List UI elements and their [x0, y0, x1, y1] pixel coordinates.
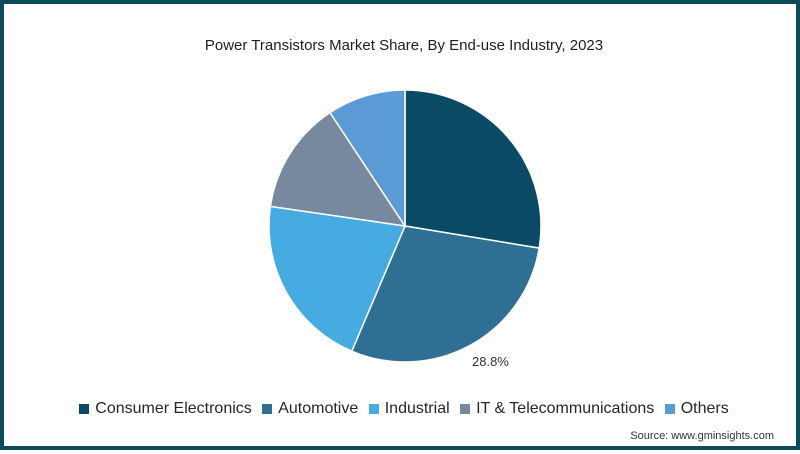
legend-swatch-icon: [79, 404, 90, 414]
legend-swatch-icon: [368, 404, 379, 414]
pie-slice-consumer-electronics: [404, 89, 542, 249]
pie-slice-industrial: [268, 205, 407, 353]
pie-slice-automotive: [350, 225, 541, 363]
chart-title: Power Transistors Market Share, By End-u…: [204, 37, 604, 54]
legend-swatch-icon: [664, 404, 675, 414]
pie-slice-it-telecommunications: [269, 111, 407, 227]
legend-swatch-icon: [262, 404, 273, 414]
legend-item-others: Others: [664, 400, 729, 418]
legend-swatch-icon: [460, 404, 471, 414]
legend-item-it-telecom: IT & Telecommunications: [460, 400, 654, 418]
automotive-data-label: 28.8%: [472, 354, 509, 369]
pie-slice-others: [328, 89, 406, 229]
legend-item-industrial: Industrial: [368, 400, 450, 418]
legend-item-consumer-electronics: Consumer Electronics: [79, 400, 252, 418]
pie-chart: [268, 89, 542, 363]
source-note: Source: www.gminsights.com: [630, 430, 774, 442]
legend-item-automotive: Automotive: [262, 400, 358, 418]
legend: Consumer Electronics Automotive Industri…: [4, 400, 800, 419]
